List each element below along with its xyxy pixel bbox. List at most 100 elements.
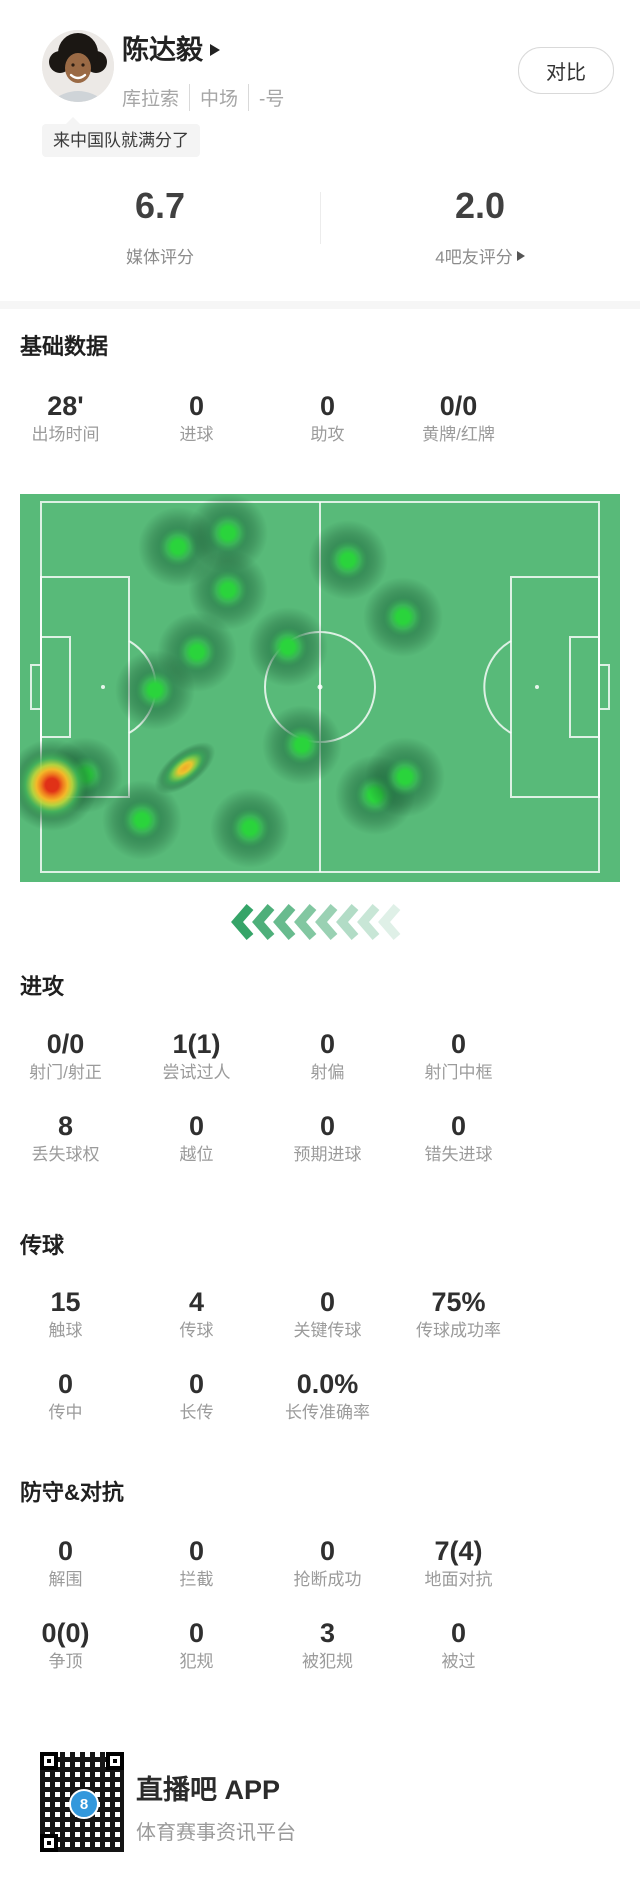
stat-cell: 0 被过 <box>393 1617 524 1673</box>
stat-cell: 4 传球 <box>131 1286 262 1342</box>
chevron-left-icon <box>252 904 275 940</box>
arrow-right-icon <box>516 250 525 261</box>
stat-value: 0 <box>188 1369 205 1399</box>
section-title-basic: 基础数据 <box>20 334 109 359</box>
stat-cell: 0 拦截 <box>131 1535 262 1591</box>
stat-cell: 7(4) 地面对抗 <box>393 1535 524 1591</box>
chevron-left-icon <box>231 904 254 940</box>
qr-code: 8 <box>40 1752 124 1852</box>
heat-spot-hot <box>20 739 98 831</box>
pitch-heatmap <box>20 494 620 882</box>
stat-cell: 1(1) 尝试过人 <box>131 1028 262 1084</box>
stat-value: 28' <box>47 391 84 421</box>
stat-cell: 0 射门中框 <box>393 1028 524 1084</box>
chevron-left-icon <box>294 904 317 940</box>
stat-row: 28' 出场时间 0 进球 0 助攻 0/0 黄牌/红牌 <box>0 390 524 446</box>
stats-grid-attack: 0/0 射门/射正 1(1) 尝试过人 0 射偏 0 射门中框 8 丢失球权 0 越位 0 预期进球 0 错失… <box>0 1028 524 1192</box>
stat-value: 1(1) <box>172 1029 221 1059</box>
stat-label: 传球成功率 <box>416 1321 501 1340</box>
stat-cell <box>393 1368 524 1424</box>
heat-spot-normal <box>308 520 388 600</box>
stat-value: 0 <box>319 1111 336 1141</box>
stat-cell: 0.0% 长传准确率 <box>262 1368 393 1424</box>
stat-label: 预期进球 <box>293 1145 362 1164</box>
stat-cell: 3 被犯规 <box>262 1617 393 1673</box>
position-label: 中场 <box>189 84 238 111</box>
stat-row: 0/0 射门/射正 1(1) 尝试过人 0 射偏 0 射门中框 <box>0 1028 524 1084</box>
stat-value: 8 <box>57 1111 74 1141</box>
stat-label: 越位 <box>179 1145 214 1164</box>
stat-value: 0/0 <box>46 1029 85 1059</box>
stat-cell: 28' 出场时间 <box>0 390 131 446</box>
ratings-row: 6.7 媒体评分 2.0 4吧友评分 <box>0 187 640 268</box>
stat-cell: 0 射偏 <box>262 1028 393 1084</box>
stat-label: 射门中框 <box>424 1063 493 1082</box>
stat-cell: 15 触球 <box>0 1286 131 1342</box>
stat-value: 3 <box>319 1618 336 1648</box>
media-rating-value: 6.7 <box>134 185 186 226</box>
stats-grid-passing: 15 触球 4 传球 0 关键传球 75% 传球成功率 0 传中 0 长传 0.0% 长传准确率 <box>0 1286 524 1450</box>
stat-cell: 0 长传 <box>131 1368 262 1424</box>
heat-spot-normal <box>248 607 328 687</box>
stat-label: 争顶 <box>48 1652 83 1671</box>
section-title-passing: 传球 <box>20 1233 65 1258</box>
fans-rating[interactable]: 2.0 4吧友评分 <box>320 187 640 268</box>
stat-label: 犯规 <box>179 1652 214 1671</box>
stat-row: 0(0) 争顶 0 犯规 3 被犯规 0 被过 <box>0 1617 524 1673</box>
app-logo-badge: 8 <box>69 1789 99 1819</box>
stat-label: 射门/射正 <box>29 1063 102 1082</box>
heat-spot-normal <box>188 494 268 573</box>
player-photo <box>42 30 114 102</box>
arrow-right-icon <box>210 44 220 56</box>
stat-cell: 0 关键传球 <box>262 1286 393 1342</box>
section-title-attack: 进攻 <box>20 974 65 999</box>
heatmap-layer <box>20 494 445 868</box>
stat-cell: 0/0 射门/射正 <box>0 1028 131 1084</box>
media-rating: 6.7 媒体评分 <box>0 187 320 268</box>
chevron-left-icon <box>273 904 296 940</box>
chevron-left-icon <box>378 904 401 940</box>
stat-label: 传中 <box>48 1403 83 1422</box>
stat-value: 0 <box>188 391 205 421</box>
app-name: 直播吧 APP <box>136 1775 281 1805</box>
stat-value: 15 <box>50 1287 81 1317</box>
stat-label: 射偏 <box>310 1063 345 1082</box>
heat-spot-normal <box>115 650 195 730</box>
stat-label: 助攻 <box>310 425 345 444</box>
stat-label: 长传准确率 <box>285 1403 370 1422</box>
media-rating-label: 媒体评分 <box>0 243 320 268</box>
attack-direction-chevrons <box>231 904 401 940</box>
fans-rating-value: 2.0 <box>454 185 506 226</box>
stat-cell: 75% 传球成功率 <box>393 1286 524 1342</box>
stat-row: 0 传中 0 长传 0.0% 长传准确率 <box>0 1368 524 1424</box>
stat-value: 7(4) <box>434 1536 483 1566</box>
stat-value: 75% <box>431 1287 486 1317</box>
stat-cell: 0 解围 <box>0 1535 131 1591</box>
stat-cell: 0 错失进球 <box>393 1110 524 1166</box>
stat-label: 解围 <box>48 1570 83 1589</box>
chevron-left-icon <box>357 904 380 940</box>
stat-cell: 0/0 黄牌/红牌 <box>393 390 524 446</box>
heat-spot-normal <box>262 705 342 785</box>
stat-row: 0 解围 0 拦截 0 抢断成功 7(4) 地面对抗 <box>0 1535 524 1591</box>
stat-cell: 0 预期进球 <box>262 1110 393 1166</box>
app-tagline: 体育赛事资讯平台 <box>136 1822 296 1844</box>
avatar <box>42 30 114 102</box>
stat-label: 关键传球 <box>293 1321 362 1340</box>
heat-spot-normal <box>363 577 443 657</box>
stats-grid-basic: 28' 出场时间 0 进球 0 助攻 0/0 黄牌/红牌 <box>0 390 524 472</box>
stat-label: 尝试过人 <box>162 1063 231 1082</box>
fans-rating-label-text: 4吧友评分 <box>435 248 513 267</box>
compare-button[interactable]: 对比 <box>518 47 614 94</box>
stat-cell: 0 助攻 <box>262 390 393 446</box>
heat-spot-normal <box>188 550 268 630</box>
stat-value: 0 <box>450 1618 467 1648</box>
stat-label: 出场时间 <box>31 425 100 444</box>
stat-label: 被过 <box>441 1652 476 1671</box>
qr-finder-icon <box>106 1752 124 1770</box>
player-name-button[interactable]: 陈达毅 <box>122 30 220 70</box>
stat-cell: 0(0) 争顶 <box>0 1617 131 1673</box>
chevron-left-icon <box>336 904 359 940</box>
stat-cell: 0 越位 <box>131 1110 262 1166</box>
stat-cell: 8 丢失球权 <box>0 1110 131 1166</box>
